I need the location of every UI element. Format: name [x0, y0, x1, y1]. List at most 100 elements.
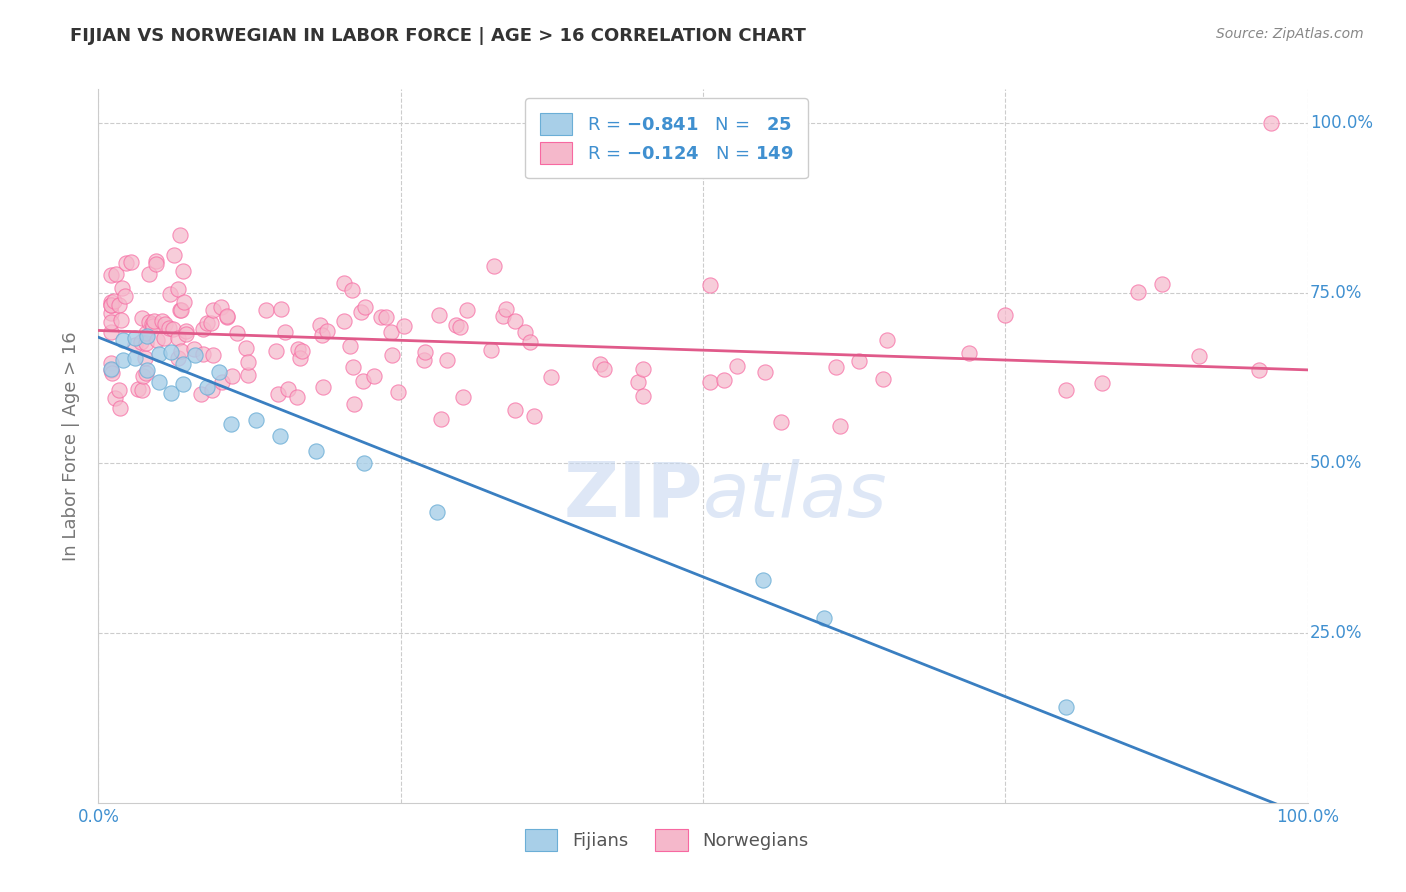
Point — [957, 346, 980, 360]
Point — [412, 353, 434, 368]
Point — [354, 301, 377, 315]
Text: Source: ZipAtlas.com: Source: ZipAtlas.com — [1216, 27, 1364, 41]
Point — [131, 369, 153, 384]
Point — [589, 357, 612, 371]
Point — [482, 260, 505, 274]
Point — [190, 386, 212, 401]
Point — [134, 351, 156, 365]
Point — [100, 355, 122, 369]
Point — [631, 362, 654, 376]
Point — [387, 385, 409, 400]
Point — [277, 382, 299, 396]
Point — [626, 376, 648, 390]
Point — [363, 368, 385, 383]
Point — [754, 365, 776, 379]
Point — [225, 326, 247, 340]
Point — [350, 305, 373, 319]
Point — [138, 267, 160, 281]
Point — [135, 336, 157, 351]
Point — [167, 330, 190, 344]
Point — [100, 298, 122, 312]
Point — [103, 294, 125, 309]
Point — [100, 268, 122, 282]
Point — [825, 359, 848, 374]
Point — [340, 283, 363, 297]
Point — [503, 313, 526, 327]
Point — [221, 369, 243, 384]
Point — [287, 342, 309, 356]
Point — [193, 322, 215, 336]
Point — [311, 327, 333, 342]
Point — [1091, 376, 1114, 390]
Point — [370, 310, 392, 325]
Point — [235, 342, 257, 356]
Point — [427, 308, 450, 322]
Point — [100, 325, 122, 339]
Point — [172, 264, 194, 278]
Point — [174, 326, 197, 341]
Point — [752, 574, 775, 588]
Point — [201, 383, 224, 397]
Point — [148, 347, 170, 361]
Point — [305, 443, 328, 458]
Point — [169, 302, 191, 317]
Point — [436, 353, 458, 368]
Point — [169, 228, 191, 243]
Point — [994, 308, 1017, 322]
Point — [830, 418, 852, 433]
Point — [193, 347, 215, 361]
Point — [124, 331, 146, 345]
Point — [100, 315, 122, 329]
Point — [217, 309, 239, 323]
Point — [100, 366, 122, 380]
Point — [110, 312, 132, 326]
Point — [713, 373, 735, 387]
Point — [876, 333, 898, 347]
Point — [1249, 363, 1271, 377]
Point — [813, 611, 835, 625]
Point — [166, 282, 188, 296]
Point — [515, 326, 537, 340]
Point — [200, 316, 222, 330]
Point — [183, 342, 205, 356]
Point — [456, 302, 478, 317]
Point — [115, 256, 138, 270]
Point — [848, 354, 870, 368]
Point — [413, 345, 436, 359]
Point — [1260, 116, 1282, 130]
Point — [134, 367, 156, 381]
Point — [264, 343, 287, 358]
Point — [172, 377, 194, 392]
Legend: Fijians, Norwegians: Fijians, Norwegians — [517, 822, 815, 858]
Point — [143, 314, 166, 328]
Point — [135, 329, 157, 343]
Point — [208, 365, 231, 379]
Point — [492, 309, 515, 323]
Point — [519, 334, 541, 349]
Text: 25.0%: 25.0% — [1310, 624, 1362, 642]
Text: 75.0%: 75.0% — [1310, 284, 1362, 302]
Point — [285, 390, 308, 404]
Point — [141, 317, 163, 331]
Point — [312, 379, 335, 393]
Point — [270, 301, 292, 316]
Point — [131, 310, 153, 325]
Point — [124, 338, 146, 352]
Point — [540, 370, 562, 384]
Point — [201, 348, 224, 362]
Point — [380, 325, 402, 339]
Point — [153, 331, 176, 345]
Point — [426, 505, 449, 519]
Point — [104, 391, 127, 405]
Text: 100.0%: 100.0% — [1310, 114, 1374, 132]
Point — [342, 360, 364, 375]
Point — [209, 300, 232, 314]
Point — [309, 318, 332, 333]
Point — [495, 301, 517, 316]
Point — [1188, 349, 1211, 363]
Point — [699, 278, 721, 293]
Point — [453, 390, 475, 404]
Point — [1128, 285, 1150, 299]
Point — [479, 343, 502, 358]
Point — [111, 333, 134, 347]
